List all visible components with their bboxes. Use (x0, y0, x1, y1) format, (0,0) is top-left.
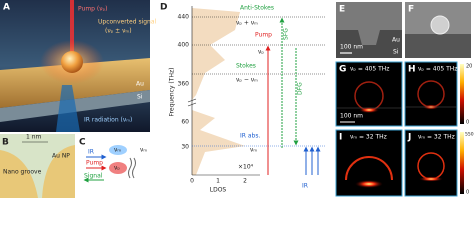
pump-label: Pump (86, 160, 103, 167)
field-map (404, 61, 458, 127)
y-tick-label: 440 (178, 14, 190, 21)
panel-h: H νₚ = 405 THz 20 0 (404, 61, 472, 127)
panel-b: B 1 nm Au NP Nano groove (0, 134, 75, 198)
freq-label: νₚ = 405 THz (418, 66, 457, 73)
pump-freq: νₚ (258, 49, 264, 56)
panel-label: D (160, 3, 167, 13)
ir-label: IR radiation (νₘ) (84, 117, 132, 124)
freq-label: νₘ = 32 THz (418, 134, 455, 141)
stokes-label: Stokes (236, 63, 256, 70)
mode (109, 162, 127, 174)
colorbar (460, 64, 464, 124)
ir-abs-label: IR abs. (240, 133, 260, 140)
stokes-freq: νₚ − νₘ (236, 77, 258, 84)
y-axis-label: Frequency (THz) (169, 68, 176, 117)
au-label: Au (136, 81, 144, 88)
panel-a: A Pump (νₚ) Upconverted signal (νₚ ± νₘ)… (0, 0, 157, 132)
ir-label: IR (88, 149, 94, 156)
freq-label: νₘ = 32 THz (350, 134, 387, 141)
signal-label: Upconverted signal (98, 19, 157, 26)
nanoparticle (430, 15, 450, 35)
scale-label: 100 nm (340, 44, 363, 51)
y-tick-label: 60 (181, 119, 189, 126)
spring (128, 157, 136, 179)
colorbar-tick: 0 (466, 190, 469, 196)
panel-c: C IR Pump Signal νₘ νₚ νₘ (79, 138, 147, 183)
hotspot (355, 180, 383, 188)
np-label: Au NP (52, 153, 70, 160)
x-tick-label: 1 (216, 178, 220, 185)
freq-label: νₚ = 405 THz (350, 66, 389, 73)
anti-stokes-label: Anti-Stokes (240, 5, 274, 12)
nu-m: νₘ (114, 147, 121, 154)
ir-label: IR (302, 183, 308, 190)
y-tick-label: 360 (178, 81, 190, 88)
pump-beam (70, 0, 74, 70)
axis-break (187, 98, 197, 107)
panel-d: D Frequency (THz) 440 400 360 60 30 0 1 … (160, 3, 325, 194)
panel-g: G νₚ = 405 THz 100 nm (335, 61, 403, 127)
anti-stokes-freq: νₚ + νₘ (236, 20, 258, 27)
scale-label: 1 nm (26, 134, 42, 141)
panel-label: J (407, 133, 411, 143)
field-edge (345, 156, 393, 181)
colorbar-tick: 0 (466, 120, 469, 126)
scale-label: 100 nm (340, 113, 363, 120)
x-scale: ×10⁴ (238, 164, 254, 171)
panel-f: F (405, 2, 471, 58)
panel-label: G (339, 65, 346, 75)
ldos-curve (192, 8, 240, 100)
colorbar-tick: 550 (465, 132, 474, 138)
y-tick-label: 400 (178, 42, 190, 49)
dfg-label: DFG (297, 82, 304, 95)
panel-label: I (339, 133, 342, 143)
nu-m-right: νₘ (140, 147, 147, 154)
field-map (404, 129, 458, 197)
panel-label: E (339, 5, 345, 15)
panel-label: H (408, 65, 416, 75)
panel-label: C (79, 138, 86, 148)
ir-beam (56, 85, 80, 132)
nu-p: νₚ (114, 165, 120, 172)
field-map (335, 61, 403, 127)
si-label: Si (137, 94, 143, 101)
si-label: Si (393, 49, 399, 56)
figure: A Pump (νₚ) Upconverted signal (νₚ ± νₘ)… (0, 0, 474, 198)
panel-label: B (2, 138, 9, 148)
nanoparticle (42, 145, 75, 198)
groove-label: Nano groove (3, 169, 42, 176)
panel-label: F (408, 5, 414, 15)
panel-i: I νₘ = 32 THz (335, 129, 403, 197)
ldos-curve (192, 110, 245, 175)
panel-e: E 100 nm Au Si (336, 2, 402, 58)
mode (109, 145, 127, 155)
groove (0, 150, 38, 198)
substrate (336, 30, 402, 58)
x-axis-label: LDOS (210, 187, 227, 194)
pump-label: Pump (νₚ) (78, 6, 107, 13)
sfg-label: SFG (283, 28, 290, 40)
hotspot (419, 176, 443, 182)
nanoparticle (61, 51, 83, 73)
colorbar-tick: 20 (466, 64, 472, 70)
au-label: Au (392, 37, 400, 44)
panel-label: A (3, 3, 10, 13)
y-tick-label: 30 (181, 144, 189, 151)
signal-label: Signal (84, 173, 103, 180)
panel-j: J νₘ = 32 THz 550 0 (404, 129, 474, 197)
x-tick-label: 2 (243, 178, 247, 185)
pump-label: Pump (255, 32, 272, 39)
hotspot (359, 107, 379, 113)
ir-freq: νₘ (250, 147, 257, 154)
x-tick-label: 0 (190, 178, 194, 185)
substrate (405, 34, 471, 58)
signal-freq: (νₚ ± νₘ) (105, 28, 132, 35)
colorbar (460, 132, 464, 194)
